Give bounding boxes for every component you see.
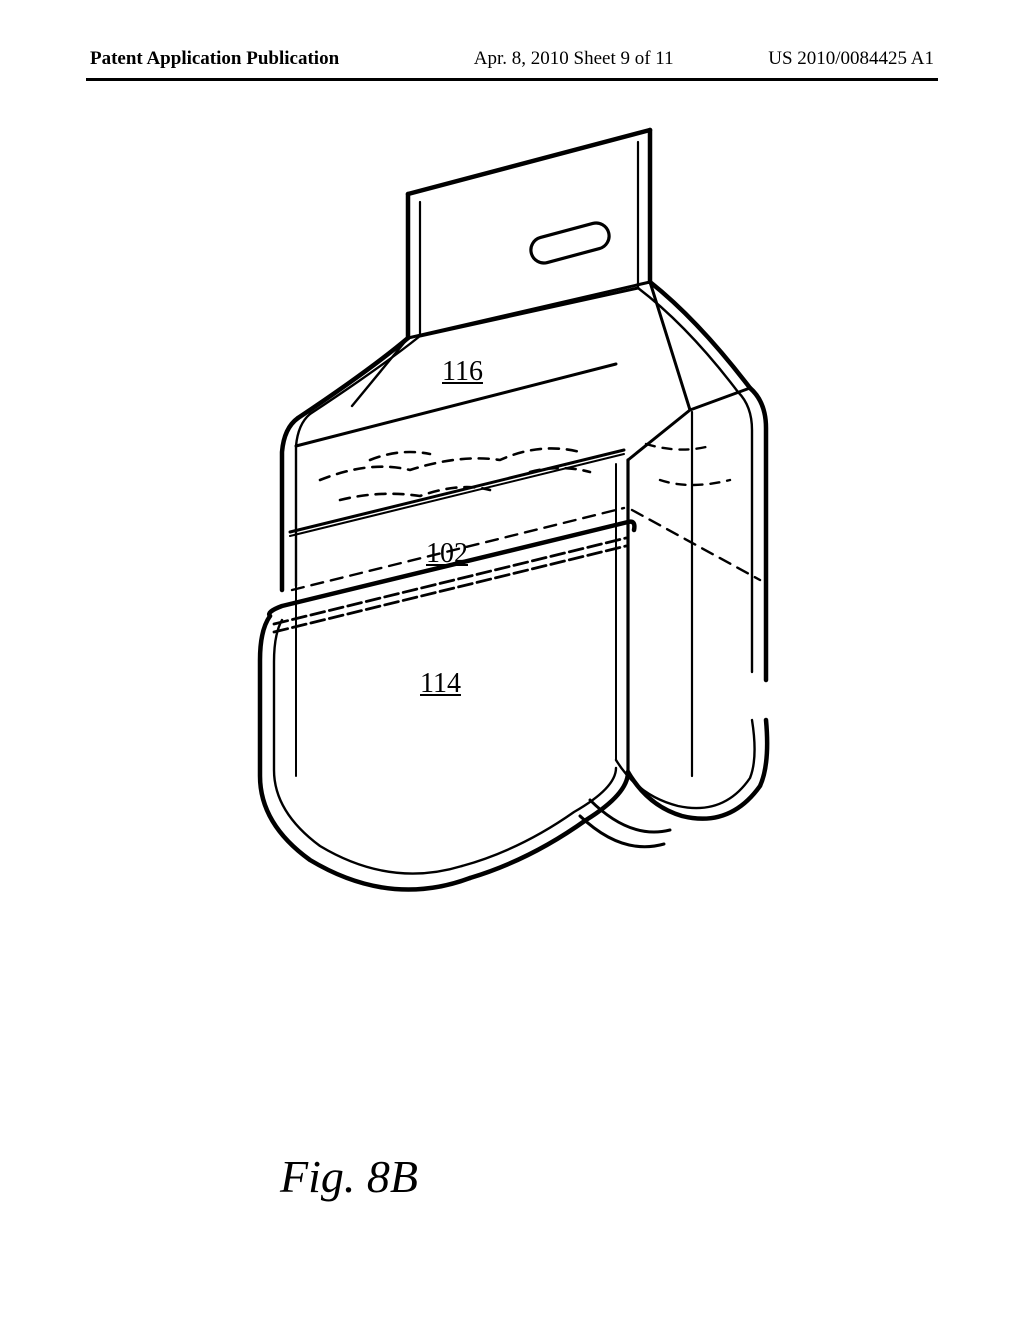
figure-caption: Fig. 8B [280,1150,418,1203]
ref-102: 102 [426,538,468,570]
page-header: Patent Application Publication Apr. 8, 2… [0,48,1024,70]
patent-drawing: 116 102 114 [230,160,790,920]
drawing-svg [230,160,790,920]
page: Patent Application Publication Apr. 8, 2… [0,0,1024,1320]
ref-114: 114 [420,668,461,700]
header-mid: Apr. 8, 2010 Sheet 9 of 11 [474,48,674,70]
header-left: Patent Application Publication [90,48,339,70]
ref-116: 116 [442,356,483,388]
figure-area: 116 102 114 Fig. 8B [0,160,1024,1320]
header-row: Patent Application Publication Apr. 8, 2… [90,48,934,70]
header-rule [86,78,938,81]
header-right: US 2010/0084425 A1 [768,48,934,70]
